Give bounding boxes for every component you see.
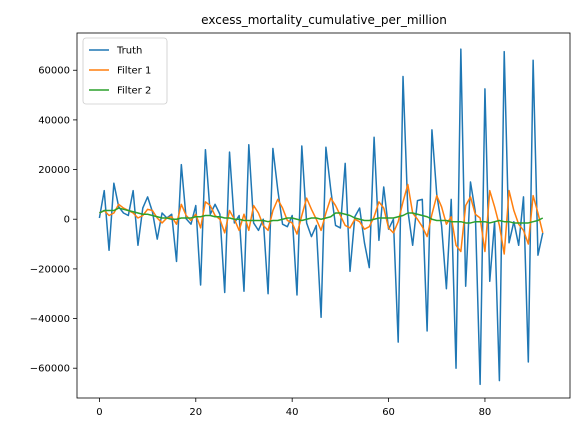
x-tick-label: 40: [286, 407, 299, 418]
series-line-truth: [98, 48, 544, 386]
y-tick-label: 40000: [38, 115, 70, 126]
y-tick-label: 60000: [38, 66, 70, 77]
series-line-filter-2: [99, 207, 544, 224]
legend-label: Filter 2: [117, 86, 151, 97]
y-tick-label: −40000: [30, 314, 70, 325]
plot-frame: [76, 32, 571, 399]
x-tick-label: 60: [382, 407, 395, 418]
plot-lines: [98, 48, 544, 386]
x-tick-label: 0: [96, 407, 102, 418]
legend-label: Truth: [116, 46, 142, 57]
x-tick-label: 20: [189, 407, 202, 418]
axis-ticks: 0 20 40 60 80 −60000 −40000 −20000 0 20000 40000 60…: [30, 66, 492, 418]
y-tick-label: −60000: [30, 364, 70, 375]
x-tick-label: 80: [479, 407, 492, 418]
legend-box: [82, 37, 168, 105]
y-tick-label: 20000: [38, 165, 70, 176]
y-tick-label: 0: [64, 215, 70, 226]
y-tick-label: −20000: [30, 264, 70, 275]
legend-label: Filter 1: [117, 66, 151, 77]
legend: Truth Filter 1 Filter 2: [82, 37, 168, 105]
chart-title: excess_mortality_cumulative_per_million: [201, 13, 447, 27]
